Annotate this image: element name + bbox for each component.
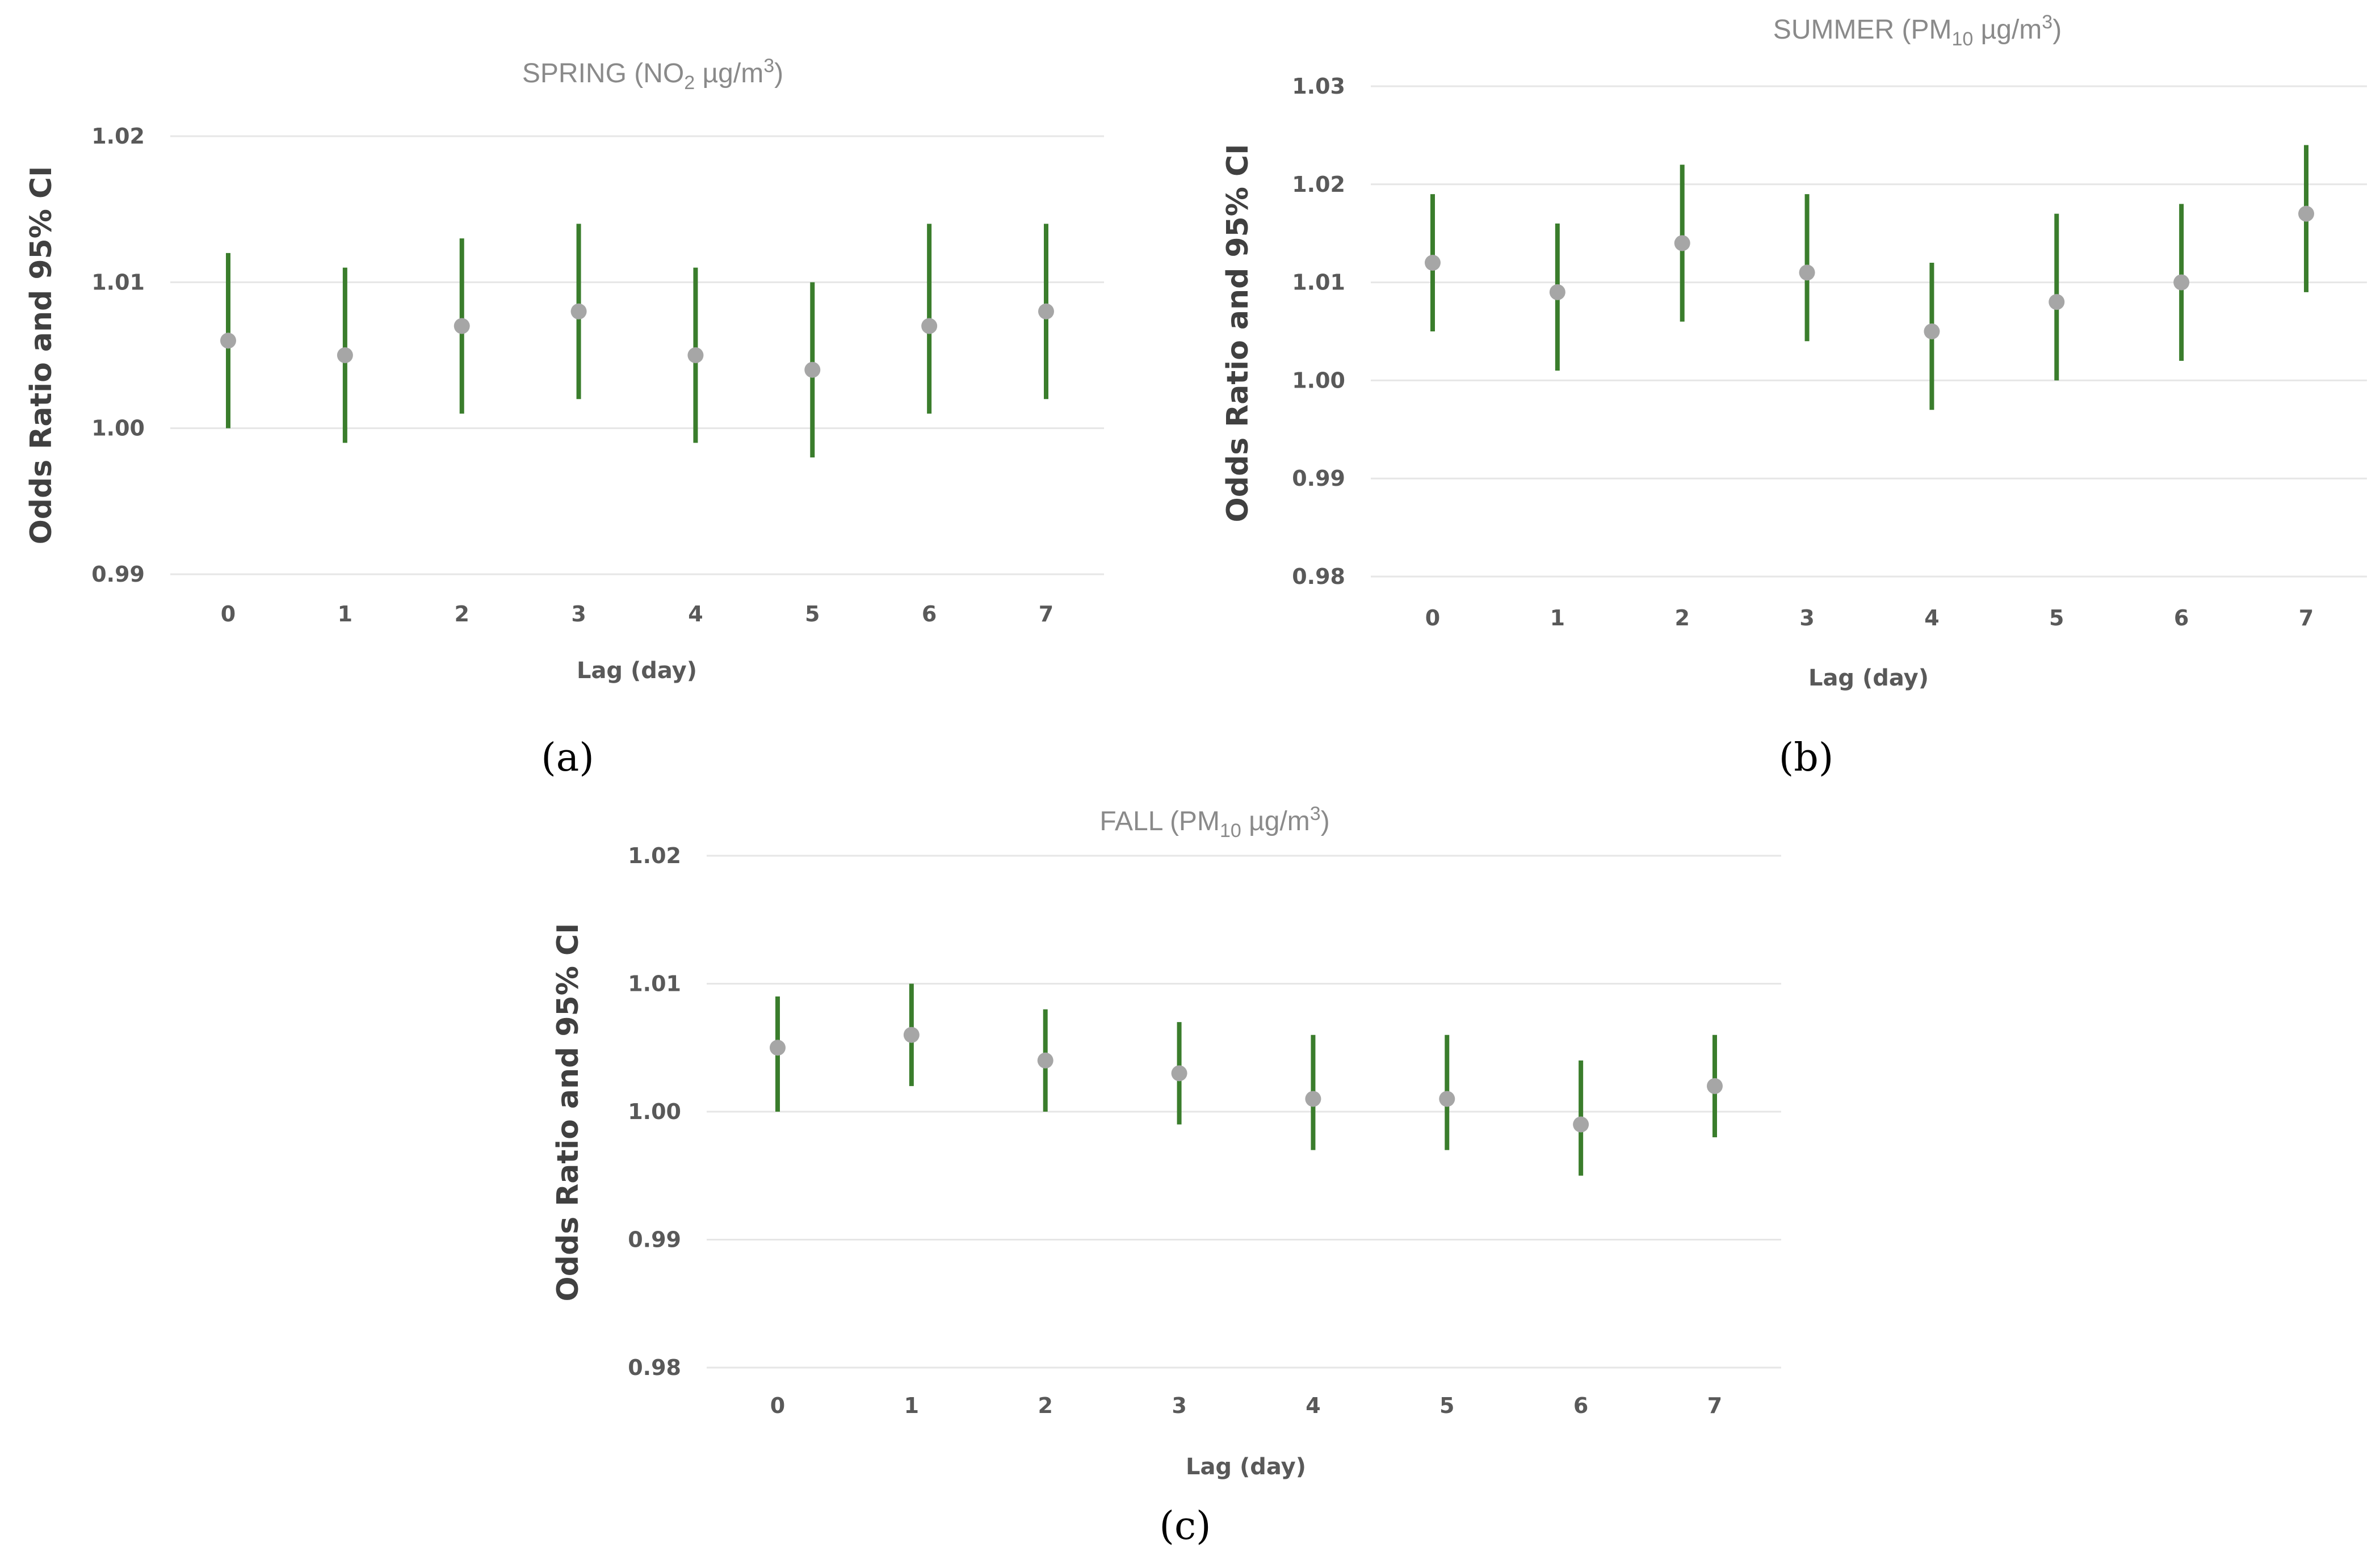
odds-ratio-point: [2173, 274, 2190, 291]
title-sup: 3: [763, 55, 774, 77]
title-prefix: SPRING (NO: [522, 58, 684, 89]
x-tick-label: 2: [454, 602, 469, 626]
y-tick-label: 1.03: [1292, 74, 1345, 99]
x-tick-label: 3: [1799, 605, 1814, 630]
odds-ratio-point: [1171, 1065, 1187, 1082]
x-tick-label: 1: [1550, 605, 1565, 630]
panel-label: (b): [1779, 735, 1834, 780]
x-tick-label: 7: [1707, 1393, 1722, 1418]
odds-ratio-point: [804, 361, 821, 378]
odds-ratio-point: [454, 318, 470, 334]
odds-ratio-point: [2049, 294, 2065, 310]
y-tick-label: 1.00: [628, 1099, 681, 1124]
x-tick-label: 2: [1038, 1393, 1052, 1418]
odds-ratio-point: [687, 347, 704, 363]
odds-ratio-point: [1305, 1091, 1321, 1107]
odds-ratio-point: [1425, 255, 1441, 271]
panel-label: (c): [1159, 1504, 1211, 1549]
title-middle: µg/m: [695, 58, 763, 89]
odds-ratio-point: [337, 347, 353, 363]
odds-ratio-point: [903, 1027, 920, 1043]
odds-ratio-point: [1707, 1078, 1723, 1094]
title-sub: 10: [1951, 28, 1973, 50]
chart-title: SUMMER (PM10 µg/m3): [1773, 11, 2062, 50]
x-tick-label: 2: [1674, 605, 1689, 630]
x-tick-label: 7: [2299, 605, 2314, 630]
y-tick-label: 1.02: [91, 124, 145, 149]
x-tick-label: 1: [904, 1393, 919, 1418]
x-tick-label: 6: [2174, 605, 2189, 630]
y-tick-label: 1.02: [628, 843, 681, 868]
odds-ratio-point: [1674, 235, 1690, 251]
x-tick-label: 1: [338, 602, 352, 626]
title-prefix: SUMMER (PM: [1773, 15, 1952, 45]
title-middle: µg/m: [1241, 806, 1310, 836]
y-tick-label: 1.00: [91, 416, 145, 441]
x-axis-label: Lag (day): [577, 658, 697, 684]
x-tick-label: 0: [1425, 605, 1440, 630]
y-tick-label: 0.98: [1292, 564, 1345, 589]
y-axis-label: Odds Ratio and 95% CI: [24, 166, 58, 545]
chart-panel-2: 0.98 0.99 1.00 1.01 1.02 0 1 2 3 4 5 6 7 FALL (PM10 µ…: [551, 803, 1781, 1549]
odds-ratio-point: [2298, 205, 2314, 222]
y-tick-label: 1.02: [1292, 172, 1345, 197]
y-tick-label: 0.99: [1292, 466, 1345, 491]
x-tick-label: 5: [1439, 1393, 1454, 1418]
x-tick-label: 4: [1306, 1393, 1320, 1418]
panel-label: (a): [541, 735, 594, 780]
odds-ratio-point: [921, 318, 938, 334]
title-sub: 10: [1220, 820, 1241, 842]
x-tick-label: 6: [1573, 1393, 1588, 1418]
y-tick-label: 1.01: [628, 972, 681, 996]
x-axis-label: Lag (day): [1808, 665, 1929, 691]
x-tick-label: 4: [1924, 605, 1939, 630]
y-tick-label: 1.01: [91, 270, 145, 295]
x-tick-label: 6: [922, 602, 937, 626]
x-tick-label: 3: [1172, 1393, 1186, 1418]
odds-ratio-point: [770, 1040, 786, 1056]
odds-ratio-point: [1799, 264, 1815, 281]
chart-title: FALL (PM10 µg/m3): [1099, 803, 1329, 842]
title-suffix: ): [1321, 806, 1330, 836]
y-tick-label: 0.99: [628, 1227, 681, 1252]
title-middle: µg/m: [1973, 15, 2042, 45]
chart-title: SPRING (NO2 µg/m3): [522, 55, 783, 94]
title-prefix: FALL (PM: [1099, 806, 1220, 836]
x-tick-label: 4: [688, 602, 703, 626]
odds-ratio-point: [570, 303, 587, 319]
x-tick-label: 0: [770, 1393, 785, 1418]
odds-ratio-point: [1924, 323, 1940, 339]
odds-ratio-point: [1549, 284, 1565, 300]
odds-ratio-point: [1439, 1091, 1455, 1107]
title-sub: 2: [684, 72, 695, 94]
odds-ratio-point: [1038, 303, 1054, 319]
y-axis-label: Odds Ratio and 95% CI: [1221, 144, 1255, 523]
title-suffix: ): [2052, 15, 2062, 45]
chart-panel-1: 0.98 0.99 1.00 1.01 1.02 1.03 0 1 2 3 4 5 6 7 SUMMER (…: [1221, 11, 2367, 780]
title-sup: 3: [2042, 11, 2052, 33]
x-tick-label: 3: [571, 602, 586, 626]
x-tick-label: 0: [221, 602, 236, 626]
title-sup: 3: [1310, 803, 1321, 825]
x-axis-label: Lag (day): [1186, 1454, 1306, 1480]
y-axis-label: Odds Ratio and 95% CI: [551, 923, 585, 1302]
title-suffix: ): [774, 58, 783, 89]
y-tick-label: 0.99: [91, 562, 145, 587]
y-tick-label: 1.01: [1292, 270, 1345, 295]
y-tick-label: 0.98: [628, 1355, 681, 1380]
x-tick-label: 5: [805, 602, 820, 626]
x-tick-label: 7: [1039, 602, 1053, 626]
x-tick-label: 5: [2049, 605, 2064, 630]
odds-ratio-point: [1037, 1052, 1053, 1069]
odds-ratio-point: [220, 333, 236, 349]
y-tick-label: 1.00: [1292, 368, 1345, 393]
odds-ratio-point: [1573, 1116, 1589, 1133]
